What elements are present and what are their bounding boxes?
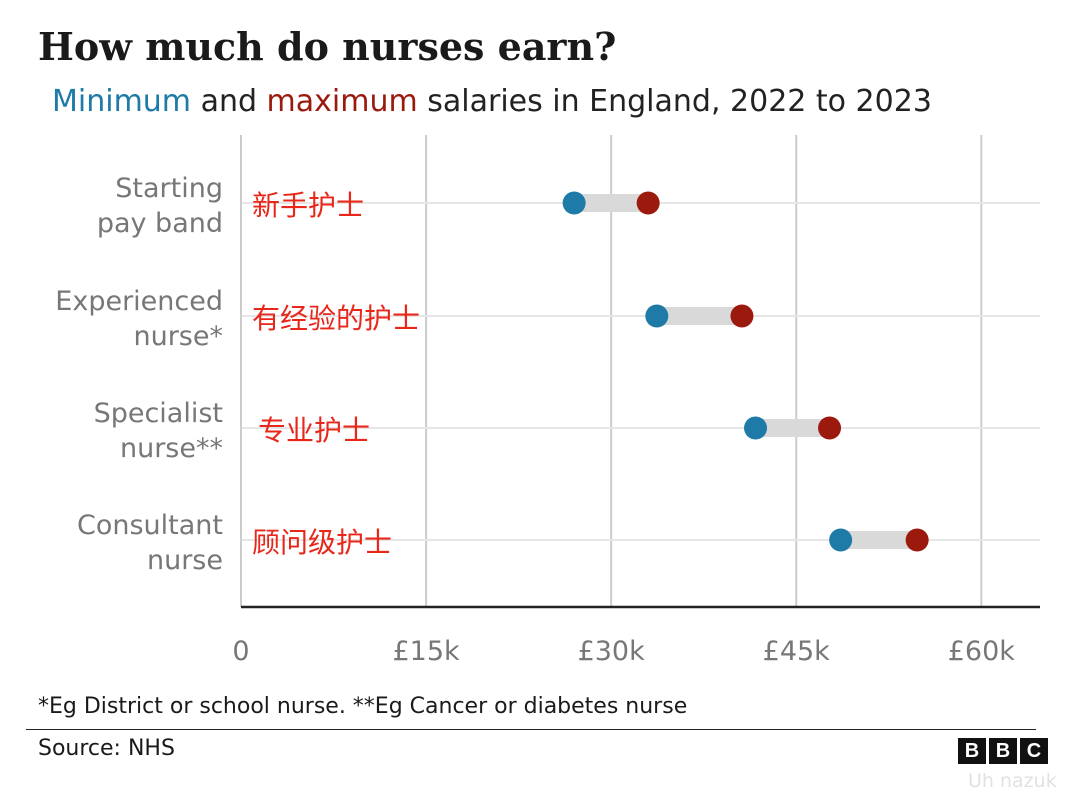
subtitle-and-word: and [191, 84, 267, 119]
category-annotation: 有经验的护士 [252, 302, 420, 335]
bbc-logo-letter: C [1020, 738, 1048, 764]
min-salary-dot [829, 528, 853, 552]
min-salary-dot [562, 191, 586, 215]
x-tick-label: £60k [948, 636, 1016, 667]
source-note: Source: NHS [38, 736, 175, 761]
category-label: Starting [115, 173, 223, 204]
category-label: Consultant [77, 510, 223, 541]
footer-divider [26, 729, 1036, 730]
category-annotation: 新手护士 [252, 189, 364, 222]
bbc-logo-letter: B [989, 738, 1017, 764]
category-annotation: 顾问级护士 [252, 526, 392, 559]
subtitle-rest: salaries in England, 2022 to 2023 [417, 84, 932, 119]
footnote: *Eg District or school nurse. **Eg Cance… [38, 694, 688, 719]
max-salary-dot [818, 416, 842, 440]
min-salary-dot [645, 304, 669, 328]
chart-title: How much do nurses earn? [38, 24, 617, 69]
watermark: Uh nazuk [968, 770, 1057, 792]
dumbbell-chart: 0 £15k £30k £45k £60k Starting pay band 新手护士 Exp… [55, 135, 1040, 667]
category-label: nurse* [133, 321, 223, 352]
bbc-logo: B B C [958, 738, 1048, 764]
category-label: pay band [97, 208, 223, 239]
min-salary-dot [744, 416, 768, 440]
bbc-logo-letter: B [958, 738, 986, 764]
category-label: Specialist [94, 398, 223, 429]
chart-subtitle: Minimum and maximum salaries in England,… [52, 84, 932, 119]
subtitle-maximum-word: maximum [266, 84, 418, 119]
category-annotation: 专业护士 [258, 414, 370, 447]
category-label: Experienced [55, 286, 223, 317]
max-salary-dot [730, 304, 754, 328]
x-tick-label: 0 [232, 636, 249, 667]
subtitle-minimum-word: Minimum [52, 84, 192, 119]
max-salary-dot [636, 191, 660, 215]
x-tick-label: £15k [392, 636, 460, 667]
x-tick-label: £45k [763, 636, 831, 667]
category-label: nurse** [120, 433, 223, 464]
x-tick-label: £30k [578, 636, 646, 667]
max-salary-dot [905, 528, 929, 552]
category-label: nurse [147, 545, 223, 576]
